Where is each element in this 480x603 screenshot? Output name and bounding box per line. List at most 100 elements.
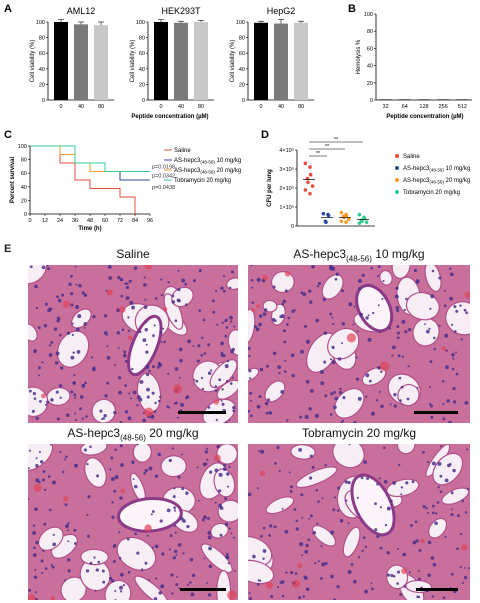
nucleus xyxy=(413,268,418,273)
nucleus xyxy=(257,579,260,582)
nucleus xyxy=(294,572,298,575)
nucleus xyxy=(112,560,116,563)
nucleus xyxy=(35,540,39,545)
nucleus xyxy=(187,339,192,344)
nucleus xyxy=(178,347,183,352)
nucleus xyxy=(258,450,261,453)
nucleus xyxy=(139,379,144,384)
nucleus xyxy=(102,417,105,420)
nucleus xyxy=(319,370,324,374)
nucleus xyxy=(450,512,454,517)
nucleus xyxy=(256,328,259,332)
alveolar-space xyxy=(80,444,108,456)
cfu-point xyxy=(326,213,331,218)
nucleus xyxy=(92,315,96,319)
nucleus xyxy=(125,285,130,290)
nucleus xyxy=(178,376,181,379)
nucleus xyxy=(230,270,235,274)
nucleus xyxy=(288,471,291,474)
nucleus xyxy=(71,333,74,336)
nucleus xyxy=(216,323,219,326)
nucleus xyxy=(367,337,372,342)
x-tick-label: 60 xyxy=(102,218,108,224)
nucleus xyxy=(28,389,32,393)
alveolar-space xyxy=(134,575,169,600)
nucleus xyxy=(207,531,212,535)
nucleus xyxy=(177,543,182,547)
nucleus xyxy=(118,556,122,560)
nucleus xyxy=(463,575,468,580)
nucleus xyxy=(450,572,454,576)
nucleus xyxy=(412,540,417,545)
nucleus xyxy=(87,534,90,538)
nucleus xyxy=(214,385,217,388)
nucleus xyxy=(203,515,207,520)
bar xyxy=(174,22,188,101)
nucleus xyxy=(378,331,381,334)
red-cell-patch xyxy=(33,483,42,492)
nucleus xyxy=(31,409,35,413)
cfu-point xyxy=(344,213,349,218)
nucleus xyxy=(301,554,304,557)
nucleus xyxy=(122,353,127,358)
nucleus xyxy=(263,308,268,312)
nucleus xyxy=(393,393,397,397)
nucleus xyxy=(51,480,56,485)
nucleus xyxy=(81,417,84,420)
nucleus xyxy=(248,492,252,497)
nucleus xyxy=(431,461,436,466)
nucleus xyxy=(28,588,32,592)
x-tick-label: 0 xyxy=(59,104,62,110)
nucleus xyxy=(389,403,392,406)
nucleus xyxy=(229,382,233,385)
alveolar-space xyxy=(56,330,90,368)
bar xyxy=(418,99,430,100)
alveolar-space xyxy=(264,380,286,403)
y-tick-label: 0 xyxy=(24,212,27,218)
nucleus xyxy=(400,486,404,489)
nucleus xyxy=(35,463,39,468)
nucleus xyxy=(138,330,142,334)
nucleus xyxy=(224,421,228,423)
nucleus xyxy=(166,405,169,408)
significance-label: ** xyxy=(334,137,339,143)
aml12-chart: AML12 0 20 40 60 80 100 Cell viability (%) 0 40 80 xyxy=(30,6,114,110)
alveolar-space xyxy=(270,271,295,294)
nucleus xyxy=(258,322,262,327)
nucleus xyxy=(89,561,93,565)
bar xyxy=(437,99,450,100)
nucleus xyxy=(196,466,199,469)
nucleus xyxy=(452,386,456,391)
bar xyxy=(398,99,411,100)
nucleus xyxy=(127,316,130,319)
panel-a-xlabel: Peptide concentration (µM) xyxy=(131,114,208,120)
legend-tobramycin: Tobramycin 20 mg/kg xyxy=(403,190,460,196)
nucleus xyxy=(118,531,121,534)
nucleus xyxy=(386,506,391,511)
red-cell-patch xyxy=(420,538,425,544)
nucleus xyxy=(40,460,44,464)
nucleus xyxy=(451,353,455,357)
red-cell-patch xyxy=(401,567,408,575)
nucleus xyxy=(355,377,360,381)
nucleus xyxy=(224,318,228,322)
red-cell-patch xyxy=(213,399,220,405)
nucleus xyxy=(299,415,303,419)
nucleus xyxy=(466,487,470,490)
nucleus xyxy=(48,344,52,347)
nucleus xyxy=(35,478,40,483)
nucleus xyxy=(37,326,41,330)
nucleus xyxy=(167,281,170,284)
nucleus xyxy=(32,391,36,396)
nucleus xyxy=(227,485,230,488)
nucleus xyxy=(193,279,197,283)
nucleus xyxy=(124,282,127,285)
nucleus xyxy=(110,477,115,482)
nucleus xyxy=(452,468,456,473)
cfu-point xyxy=(306,180,310,185)
nucleus xyxy=(181,278,186,283)
nucleus xyxy=(228,527,231,530)
nucleus xyxy=(125,296,130,300)
nucleus xyxy=(195,379,199,383)
bar xyxy=(54,22,68,100)
